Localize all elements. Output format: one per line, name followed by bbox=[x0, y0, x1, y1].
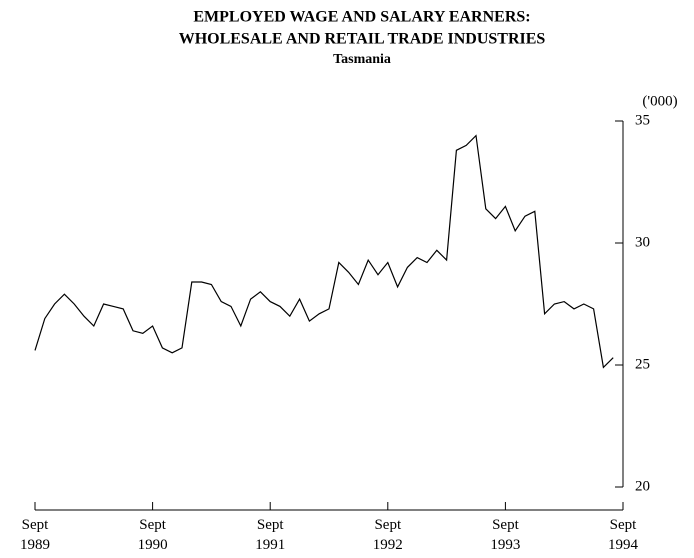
chart-subtitle: Tasmania bbox=[333, 52, 391, 67]
y-tick-label: 20 bbox=[635, 478, 650, 494]
x-tick-label: Sept 1993 bbox=[490, 517, 520, 553]
chart-title: EMPLOYED WAGE AND SALARY EARNERS: bbox=[193, 9, 530, 26]
chart-title: WHOLESALE AND RETAIL TRADE INDUSTRIES bbox=[179, 31, 546, 48]
y-tick-label: 30 bbox=[635, 234, 650, 250]
x-tick-label: Sept 1990 bbox=[138, 517, 168, 553]
x-tick-label: Sept 1989 bbox=[20, 517, 50, 553]
y-tick-label: 25 bbox=[635, 356, 650, 372]
y-tick-label: 35 bbox=[635, 112, 650, 128]
data-line bbox=[34, 134, 614, 369]
y-axis-label: ('000) bbox=[642, 93, 677, 109]
x-tick-label: Sept 1991 bbox=[255, 517, 285, 553]
x-tick-label: Sept 1992 bbox=[373, 517, 403, 553]
x-tick-label: Sept 1994 bbox=[608, 517, 639, 553]
